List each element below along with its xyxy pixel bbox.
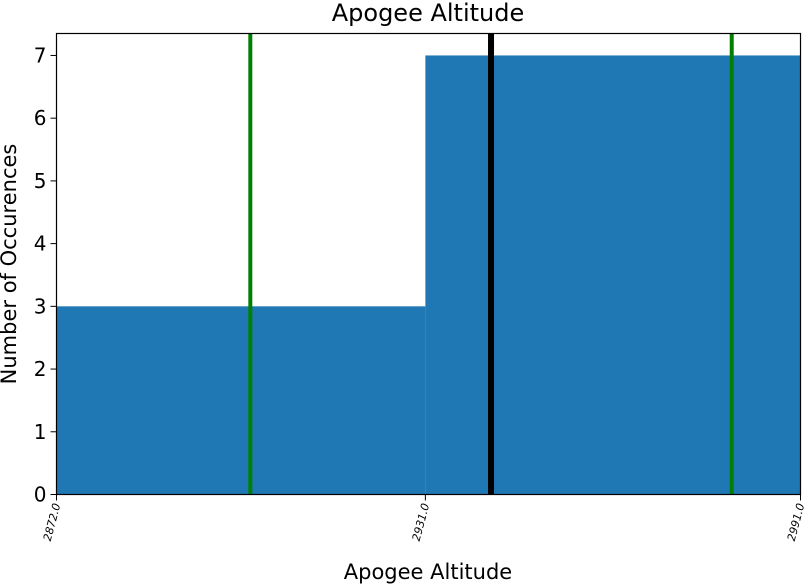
x-axis-label: Apogee Altitude	[344, 560, 512, 584]
y-tick-label: 2	[34, 357, 47, 381]
y-tick-label: 7	[34, 43, 47, 67]
histogram-bar-1	[56, 306, 426, 495]
bars-layer	[56, 55, 801, 495]
y-tick-label: 4	[34, 232, 47, 256]
vertical-lines-layer	[248, 33, 734, 495]
y-axis-label: Number of Occurences	[0, 144, 21, 385]
y-tick-label: 6	[34, 106, 47, 130]
histogram-bar-2	[425, 55, 801, 495]
y-axis: 0 1 2 3 4 5 6 7	[34, 43, 57, 507]
x-tick-label: 2872.0	[41, 502, 64, 543]
chart-title: Apogee Altitude	[332, 0, 525, 27]
y-tick-label: 3	[34, 294, 47, 318]
x-tick-label: 2991.0	[785, 502, 808, 543]
y-tick-label: 0	[34, 483, 47, 507]
x-tick-label: 2931.0	[410, 502, 433, 543]
y-tick-label: 1	[34, 420, 47, 444]
x-axis: 2872.0 2931.0 2991.0	[41, 494, 808, 543]
plot-frame	[55, 32, 802, 496]
y-tick-label: 5	[34, 169, 47, 193]
